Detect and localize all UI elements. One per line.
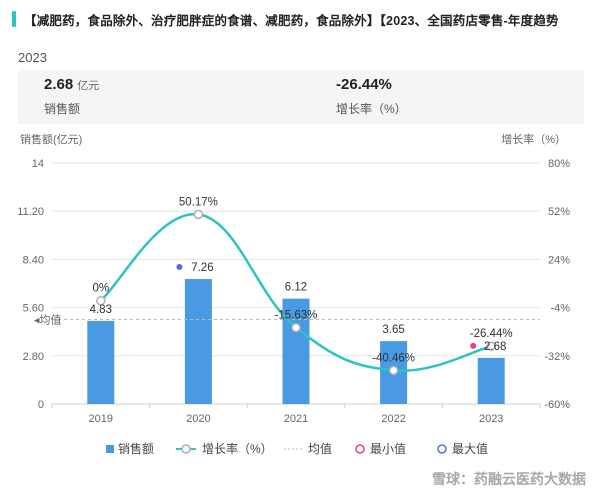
legend-label: 最大值: [452, 441, 488, 456]
y2-tick-label: -4%: [550, 303, 570, 315]
bar-sales: [184, 279, 212, 404]
growth-value-label: 50.17%: [179, 196, 218, 208]
legend-label: 最小值: [370, 441, 406, 456]
y2-axis-title: 增长率（%）: [501, 132, 566, 146]
x-tick-label: 2022: [381, 413, 405, 425]
y-axis-title: 销售额(亿元): [20, 132, 82, 146]
y-tick-label: 11.20: [17, 206, 44, 218]
bar-value-label: 4.83: [90, 304, 112, 316]
x-tick-label: 2021: [284, 413, 308, 425]
kpi-summary: 2.68 亿元 销售额 -26.44% 增长率（%）: [18, 70, 584, 124]
title-bar: 【减肥药，食品除外、治疗肥胖症的食谱、减肥药，食品除外】【2023、全国药店零售…: [12, 9, 592, 29]
x-tick-label: 2019: [89, 413, 113, 425]
legend-max-swatch: [437, 444, 447, 454]
kpi-sales-unit: 亿元: [77, 80, 100, 92]
growth-point: [486, 341, 496, 351]
year-label: 2023: [18, 50, 47, 65]
growth-point: [193, 209, 204, 220]
page-title: 【减肥药，食品除外、治疗肥胖症的食谱、减肥药，食品除外】【2023、全国药店零售…: [24, 13, 559, 28]
growth-value-label: -15.63%: [275, 310, 318, 322]
bar-value-label: 6.12: [285, 282, 307, 294]
y2-tick-label: -60%: [544, 399, 570, 411]
growth-point: [388, 365, 399, 376]
kpi-growth-label: 增长率（%）: [336, 102, 407, 116]
mean-label: ◂均值: [34, 313, 62, 326]
max-marker: [176, 264, 183, 271]
growth-point: [96, 295, 106, 306]
kpi-sales-label: 销售额: [44, 102, 81, 116]
y-tick-label: 14: [32, 158, 44, 170]
growth-value-label: -26.44%: [470, 328, 513, 340]
growth-point: [291, 322, 301, 333]
title-accent-bar: [12, 11, 16, 27]
y-tick-label: 2.80: [23, 351, 44, 363]
growth-value-label: 0%: [92, 283, 109, 295]
y-tick-label: 0: [38, 399, 44, 411]
growth-value-label: -40.46%: [372, 352, 415, 364]
y-tick-label: 5.60: [23, 303, 44, 315]
legend-label: 均值: [308, 441, 332, 456]
legend-label: 销售额: [118, 441, 154, 456]
kpi-growth: -26.44% 增长率（%）: [336, 76, 407, 117]
bar-sales: [282, 298, 310, 404]
kpi-sales-value: 2.68: [44, 76, 74, 93]
bar-value-label: 7.26: [191, 262, 213, 274]
kpi-sales: 2.68 亿元 销售额: [44, 76, 99, 117]
legend-min-swatch: [355, 444, 365, 454]
bar-sales: [477, 357, 505, 404]
y2-tick-label: 80%: [548, 158, 570, 170]
legend-line-marker: [181, 444, 191, 454]
growth-line: [99, 213, 492, 372]
x-tick-label: 2023: [479, 413, 503, 425]
y-tick-label: 8.40: [23, 254, 44, 266]
x-tick-label: 2020: [186, 413, 210, 425]
bar-value-label: 2.68: [484, 341, 506, 353]
legend-bar-swatch: [106, 445, 114, 453]
bar-sales: [87, 320, 115, 404]
y2-tick-label: -32%: [544, 351, 570, 363]
min-marker: [470, 342, 477, 349]
legend-label: 增长率（%）: [202, 441, 273, 456]
bar-value-label: 3.65: [382, 324, 404, 336]
y2-tick-label: 24%: [548, 254, 570, 266]
kpi-growth-value: -26.44%: [336, 76, 392, 93]
y2-tick-label: 52%: [548, 206, 570, 218]
watermark: 雪球：药融云医药大数据: [432, 471, 586, 487]
